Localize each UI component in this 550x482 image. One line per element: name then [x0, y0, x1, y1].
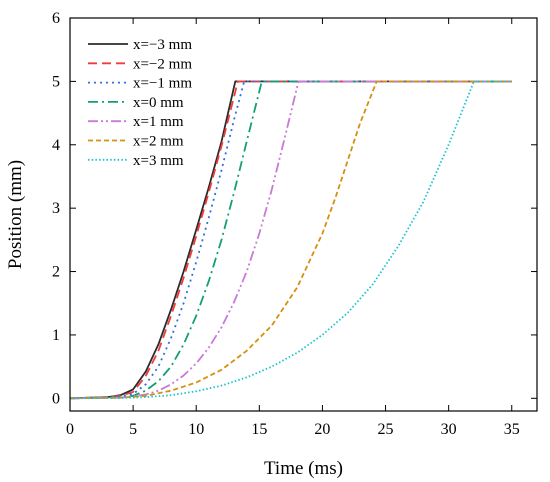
legend-label: x=0 mm: [133, 95, 184, 111]
x-axis-ticks: 0 5 10 15 20 25 30 35: [66, 18, 520, 438]
x-tick-label: 0: [66, 421, 74, 438]
y-tick-label: 2: [52, 264, 60, 281]
y-tick-label: 4: [52, 137, 60, 154]
y-tick-label: 3: [52, 200, 60, 217]
x-tick-label: 35: [504, 421, 520, 438]
legend-label: x=3 mm: [133, 153, 184, 169]
series-line: [70, 80, 512, 400]
legend-label: x=−3 mm: [133, 37, 192, 53]
y-tick-label: 0: [52, 390, 60, 407]
series-line: [70, 80, 512, 400]
series-layer: [70, 80, 512, 400]
y-tick-label: 1: [52, 327, 60, 344]
x-tick-label: 30: [441, 421, 457, 438]
legend-label: x=1 mm: [133, 114, 184, 130]
y-axis-ticks: 0 1 2 3 4 5 6: [52, 10, 537, 407]
x-tick-label: 5: [129, 421, 137, 438]
series-line: [70, 80, 512, 400]
x-tick-label: 10: [188, 421, 204, 438]
legend: x=−3 mm x=−2 mm x=−1 mm x=0 mm x=1 mm x=2 mm x…: [88, 37, 192, 169]
x-tick-label: 25: [378, 421, 394, 438]
legend-label: x=−1 mm: [133, 76, 192, 92]
series-line: [70, 80, 512, 400]
x-axis-title: Time (ms): [264, 458, 343, 479]
y-tick-label: 6: [52, 10, 60, 27]
legend-label: x=−2 mm: [133, 56, 192, 72]
legend-label: x=2 mm: [133, 134, 184, 150]
y-tick-label: 5: [52, 73, 60, 90]
x-tick-label: 20: [314, 421, 330, 438]
series-line: [70, 80, 512, 400]
plot-frame: [69, 17, 538, 412]
x-tick-label: 15: [251, 421, 267, 438]
y-axis-title: Position (mm): [5, 160, 26, 269]
